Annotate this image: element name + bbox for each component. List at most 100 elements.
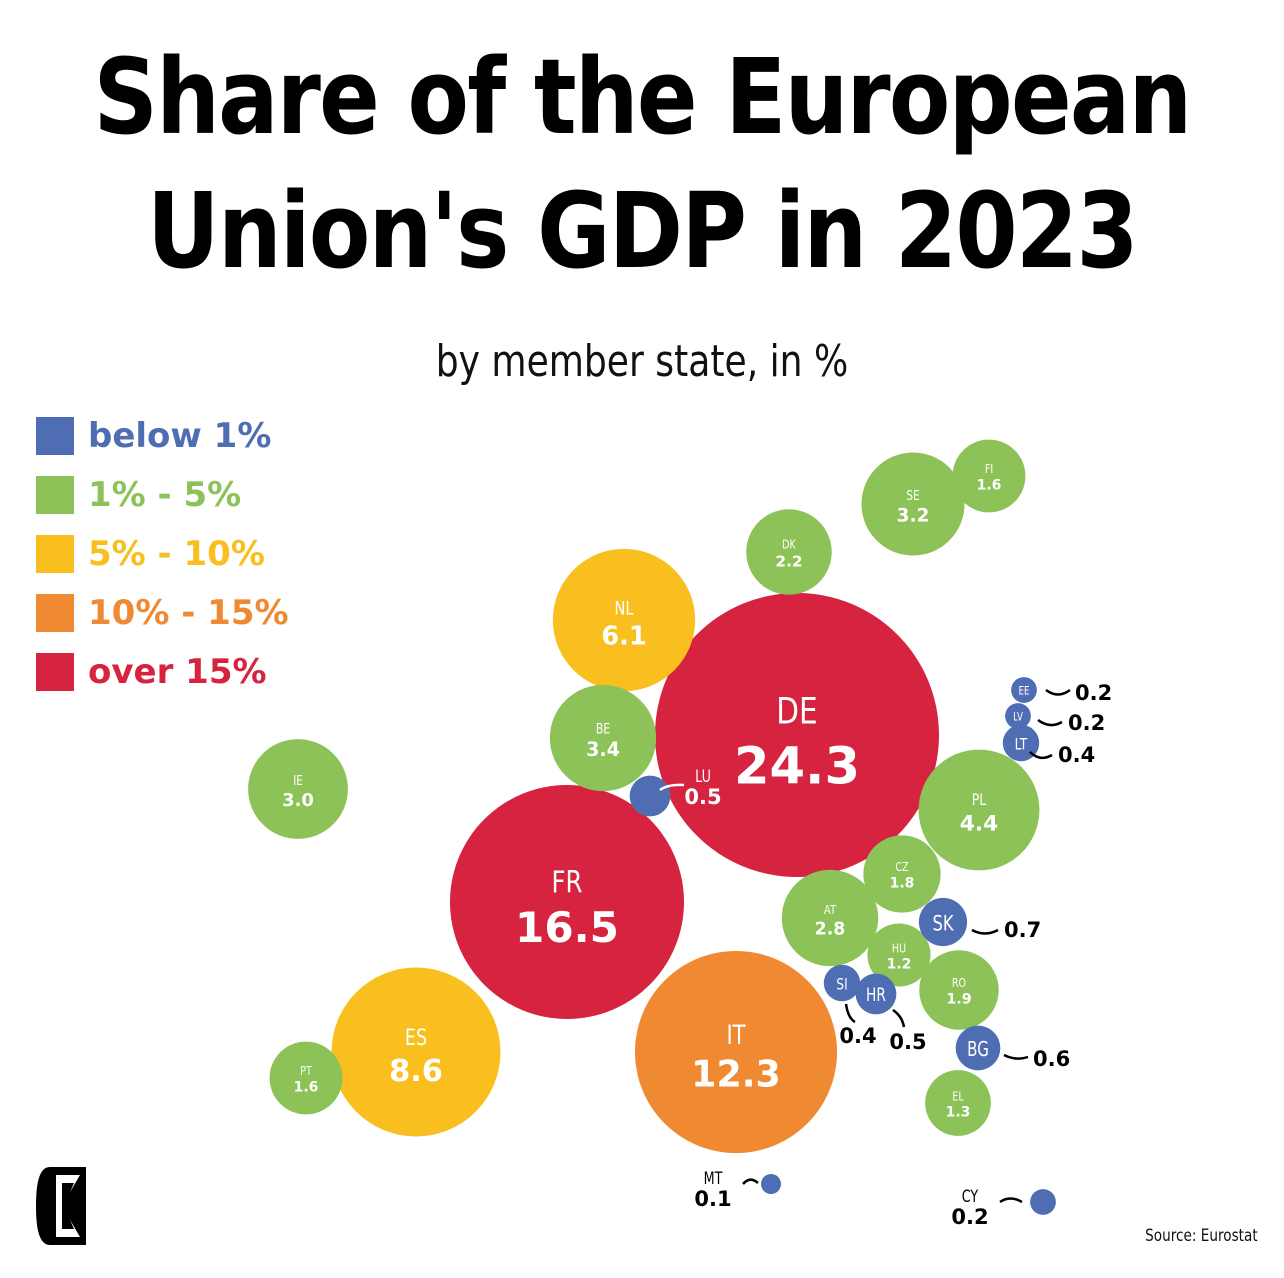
bubble-code-label: NL bbox=[614, 597, 634, 619]
legend: below 1% 1% - 5% 5% - 10% 10% - 15% over… bbox=[36, 406, 289, 701]
bubble-value-label: 16.5 bbox=[515, 903, 619, 952]
bubble-code-label: DK bbox=[782, 538, 796, 552]
bubble-circle bbox=[1005, 703, 1031, 729]
bubble-circle bbox=[823, 964, 861, 1002]
chart-title-line1: Share of the European bbox=[93, 36, 1192, 158]
bubble-se: SE 3.2 bbox=[861, 452, 965, 556]
connector-line bbox=[742, 1178, 759, 1185]
bubble-lu: LU0.5 bbox=[629, 766, 722, 817]
bubble-code-label: LV bbox=[1013, 710, 1023, 724]
bubble-value-label: 0.2 bbox=[951, 1205, 988, 1229]
bubble-circle bbox=[655, 593, 939, 877]
connector-line bbox=[1037, 718, 1063, 727]
bubble-value-label: 0.2 bbox=[1068, 711, 1105, 735]
bubble-code-label: CY bbox=[962, 1186, 979, 1206]
bubble-value-label: 0.5 bbox=[684, 785, 721, 809]
bubble-el: EL1.3 bbox=[925, 1070, 991, 1136]
bubble-value-label: 1.8 bbox=[890, 875, 915, 891]
legend-swatch bbox=[36, 593, 74, 632]
bubble-code-label: MT bbox=[704, 1168, 723, 1188]
bubble-value-label: 0.5 bbox=[889, 1030, 926, 1054]
legend-swatch bbox=[36, 652, 74, 691]
legend-label: 1% - 5% bbox=[88, 474, 242, 515]
bubble-code-label: BG bbox=[967, 1039, 989, 1062]
bubble-value-label: 3.2 bbox=[897, 506, 930, 527]
bubble-code-label: IE bbox=[293, 773, 303, 788]
bubble-code-label: BE bbox=[596, 720, 611, 737]
bubble-nl: NL6.1 bbox=[552, 548, 696, 692]
bubble-circle bbox=[269, 1041, 343, 1115]
bubble-cz: CZ1.8 bbox=[863, 835, 941, 913]
bubble-value-label: 0.6 bbox=[1033, 1047, 1070, 1071]
legend-label: 10% - 15% bbox=[88, 592, 289, 633]
bubble-value-label: 12.3 bbox=[691, 1053, 781, 1096]
bubble-mt: MT0.1 bbox=[694, 1168, 781, 1211]
bubble-circle bbox=[781, 869, 879, 967]
legend-swatch bbox=[36, 416, 74, 455]
bubble-code-label: SE bbox=[906, 488, 920, 503]
bubble-bg: BG 0.6 bbox=[955, 1025, 1070, 1071]
bubble-code-label: HR bbox=[866, 984, 886, 1005]
bubble-circle bbox=[552, 548, 696, 692]
connector-line bbox=[1045, 688, 1071, 696]
bubble-circle bbox=[863, 835, 941, 913]
bubble-fi: FI1.6 bbox=[952, 439, 1026, 513]
bubble-be: BE3.4 bbox=[549, 684, 657, 792]
bubble-code-label: RO bbox=[952, 976, 966, 990]
bubble-value-label: 1.6 bbox=[294, 1079, 319, 1095]
bubble-value-label: 8.6 bbox=[389, 1054, 443, 1089]
bubble-pl: PL 4.4 bbox=[918, 749, 1040, 871]
bubble-circle bbox=[549, 684, 657, 792]
bubble-code-label: LU bbox=[695, 766, 711, 786]
bubble-circle bbox=[331, 967, 501, 1137]
bubble-code-label: HU bbox=[892, 941, 906, 955]
bubble-code-label: IT bbox=[726, 1020, 745, 1051]
bubble-value-label: 2.2 bbox=[775, 553, 802, 571]
bubble-ie: IE 3.0 bbox=[248, 739, 348, 839]
connector-line bbox=[971, 928, 999, 935]
bubble-ro: RO 1.9 bbox=[919, 950, 999, 1030]
bubble-code-label: SK bbox=[933, 910, 954, 936]
connector-line bbox=[1029, 751, 1053, 760]
bubble-si: SI 0.4 bbox=[823, 964, 877, 1048]
bubble-hr: HR 0.5 bbox=[855, 973, 927, 1054]
bubble-circle bbox=[867, 923, 931, 987]
bubble-circle bbox=[746, 509, 832, 595]
bubble-de: DE 24.3 bbox=[655, 593, 939, 877]
bubble-code-label: DE bbox=[776, 689, 817, 732]
bubble-hu: HU1.2 bbox=[867, 923, 931, 987]
bubble-code-label: FI bbox=[985, 462, 993, 476]
bubble-value-label: 1.3 bbox=[946, 1104, 971, 1120]
legend-label: below 1% bbox=[88, 415, 272, 456]
bubble-value-label: 24.3 bbox=[734, 738, 860, 797]
bubble-dk: DK2.2 bbox=[746, 509, 832, 595]
bubble-circle bbox=[634, 950, 838, 1154]
chart-title-line2: Union's GDP in 2023 bbox=[147, 170, 1139, 292]
legend-label: 5% - 10% bbox=[88, 533, 265, 574]
bubble-value-label: 1.9 bbox=[946, 992, 971, 1008]
bubble-value-label: 0.4 bbox=[1058, 743, 1095, 767]
bubble-code-label: PL bbox=[972, 792, 987, 810]
connector-line bbox=[892, 1008, 906, 1028]
bubble-value-label: 1.6 bbox=[977, 477, 1002, 493]
bubble-circle bbox=[918, 897, 968, 947]
bubble-lv: LV 0.2 bbox=[1005, 703, 1105, 735]
bubble-pt: PT1.6 bbox=[269, 1041, 343, 1115]
bubble-circle bbox=[1030, 1189, 1056, 1215]
connector-line bbox=[1003, 1053, 1029, 1060]
bubble-circle bbox=[925, 1070, 991, 1136]
bubble-code-label: PT bbox=[300, 1064, 312, 1078]
bubble-value-label: 0.1 bbox=[694, 1187, 731, 1211]
bubble-circle bbox=[955, 1025, 1001, 1071]
bubble-circle bbox=[761, 1174, 781, 1194]
bubble-circle bbox=[919, 950, 999, 1030]
bubble-code-label: AT bbox=[824, 902, 836, 917]
legend-item-5-10: 5% - 10% bbox=[36, 524, 289, 583]
bubble-value-label: 4.4 bbox=[960, 812, 999, 837]
chart-subtitle: by member state, in % bbox=[435, 336, 849, 387]
legend-item-1-5: 1% - 5% bbox=[36, 465, 289, 524]
bubble-code-label: EE bbox=[1019, 684, 1030, 698]
bubble-value-label: 1.2 bbox=[887, 956, 912, 972]
bubble-circle bbox=[449, 784, 685, 1020]
legend-label: over 15% bbox=[88, 651, 267, 692]
